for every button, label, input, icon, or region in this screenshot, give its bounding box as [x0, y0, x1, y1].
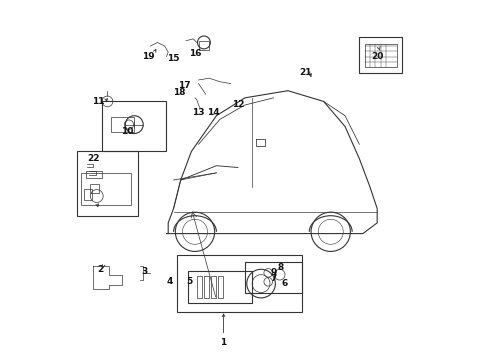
Bar [81, 173, 131, 205]
Bar [204, 276, 209, 298]
Bar [177, 255, 302, 312]
Text: 3: 3 [142, 267, 148, 276]
Text: 1: 1 [220, 338, 227, 347]
Text: 9: 9 [270, 268, 277, 277]
Bar [77, 152, 138, 216]
Bar [83, 189, 93, 200]
Bar [102, 102, 167, 152]
Text: 16: 16 [189, 49, 201, 58]
Text: 20: 20 [371, 52, 383, 61]
Bar [245, 262, 302, 293]
Text: 14: 14 [207, 108, 219, 117]
Bar [188, 271, 252, 303]
Bar [198, 41, 209, 50]
Text: 8: 8 [278, 263, 284, 272]
Bar [90, 184, 98, 193]
Text: 11: 11 [92, 97, 105, 106]
Text: 22: 22 [87, 154, 99, 163]
Text: 18: 18 [172, 88, 185, 97]
Text: 17: 17 [178, 81, 191, 90]
Text: 13: 13 [192, 108, 205, 117]
Bar [197, 276, 202, 298]
Bar [218, 276, 223, 298]
Text: 6: 6 [281, 279, 288, 288]
Bar [211, 276, 216, 298]
Bar [111, 117, 134, 132]
Text: 10: 10 [121, 127, 133, 136]
Text: 2: 2 [97, 265, 103, 274]
Text: 15: 15 [167, 54, 180, 63]
Bar [365, 44, 397, 67]
Text: 21: 21 [299, 68, 312, 77]
Text: 7: 7 [270, 274, 277, 283]
Text: 19: 19 [142, 52, 155, 61]
Bar [359, 37, 402, 73]
Bar [86, 171, 102, 178]
Text: 12: 12 [232, 100, 244, 109]
Text: 4: 4 [167, 277, 173, 286]
Text: 5: 5 [187, 277, 193, 286]
